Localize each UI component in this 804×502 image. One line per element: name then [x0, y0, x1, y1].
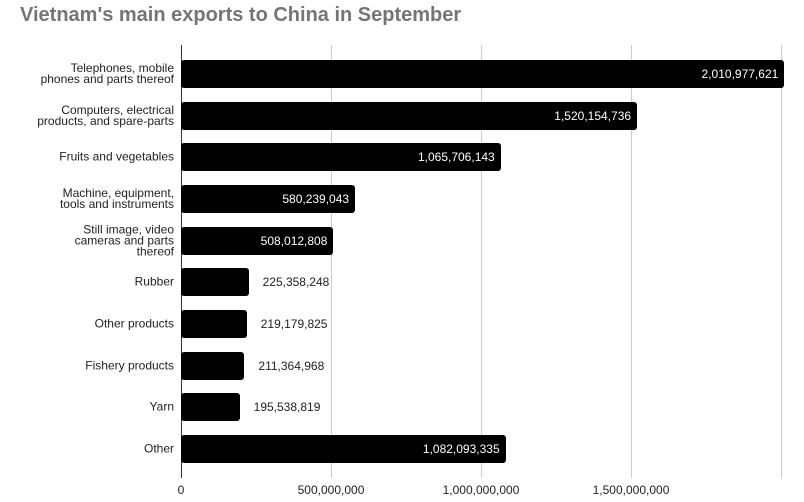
- category-label: Still image, video cameras and parts the…: [74, 222, 174, 259]
- bar: [181, 435, 506, 464]
- category-label: Fruits and vegetables: [59, 149, 174, 164]
- value-label: 225,358,248: [262, 275, 330, 290]
- bar: [181, 143, 501, 172]
- bar: [181, 59, 785, 88]
- bar: [181, 184, 356, 213]
- x-tick-label: 1,000,000,000: [442, 483, 520, 497]
- value-label: 219,179,825: [260, 317, 328, 332]
- x-tick-label: 0: [177, 483, 185, 497]
- category-label: Computers, electrical products, and spar…: [37, 102, 174, 128]
- bar: [181, 351, 245, 380]
- value-label: 508,012,808: [260, 233, 328, 248]
- value-label: 195,538,819: [253, 400, 321, 415]
- category-label: Telephones, mobile phones and parts ther…: [40, 60, 174, 86]
- value-label: 211,364,968: [258, 358, 325, 373]
- bar: [181, 310, 247, 339]
- category-label: Rubber: [134, 274, 174, 289]
- plot-edge: [781, 45, 782, 478]
- category-label: Machine, equipment, tools and instrument…: [59, 185, 174, 211]
- bar: [181, 393, 240, 422]
- value-label: 1,065,706,143: [417, 150, 495, 165]
- category-label: Other: [143, 441, 174, 456]
- bar: [181, 268, 249, 297]
- category-label: Fishery products: [85, 358, 174, 373]
- bar: [181, 226, 334, 255]
- value-label: 2,010,977,621: [701, 66, 779, 81]
- grid-line: [631, 45, 632, 478]
- chart-title: Vietnam's main exports to China in Septe…: [20, 4, 462, 26]
- value-label: 1,520,154,736: [554, 108, 632, 123]
- bar: [181, 101, 638, 130]
- category-label: Other products: [94, 316, 174, 331]
- x-tick-label: 500,000,000: [297, 483, 365, 497]
- value-label: 580,239,043: [282, 191, 350, 206]
- value-label: 1,082,093,335: [422, 442, 500, 457]
- category-label: Yarn: [149, 399, 174, 414]
- grid-line: [481, 45, 482, 478]
- grid-line: [331, 45, 332, 478]
- axis-line: [181, 45, 182, 478]
- x-tick-label: 1,500,000,000: [592, 483, 670, 497]
